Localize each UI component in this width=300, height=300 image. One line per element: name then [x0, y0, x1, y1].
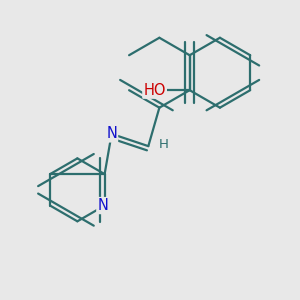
Text: H: H — [159, 138, 169, 151]
Text: HO: HO — [143, 83, 166, 98]
Text: N: N — [97, 198, 108, 213]
Text: N: N — [106, 126, 117, 141]
